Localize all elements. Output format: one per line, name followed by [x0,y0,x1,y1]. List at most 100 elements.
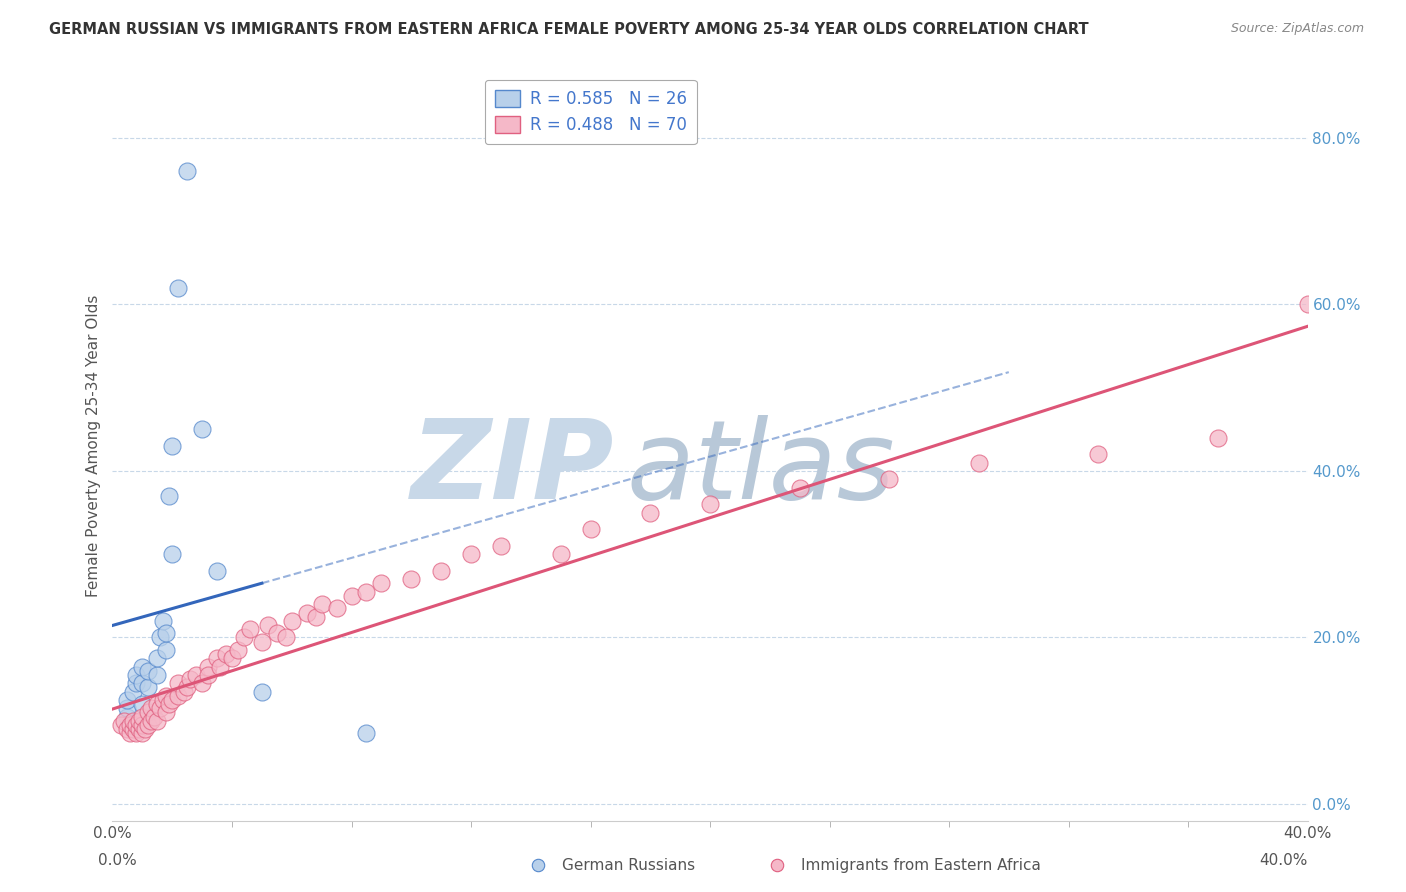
Point [579,522,602,536]
Point [155,643,177,657]
Point [489,539,512,553]
Point [1296,297,1319,311]
Point [295,606,318,620]
Point [162,547,183,561]
Point [215,647,238,661]
Point [131,718,153,732]
Point [131,697,153,711]
Point [311,597,333,611]
Point [274,631,297,645]
Point [138,681,160,695]
Point [205,651,228,665]
Point [117,693,139,707]
Point [1206,431,1229,445]
Text: German Russians: German Russians [562,858,696,872]
Point [967,456,990,470]
Point [141,701,163,715]
Point [162,439,183,453]
Point [146,651,169,665]
Point [356,584,378,599]
Point [125,676,148,690]
Point [879,472,901,486]
Point [789,481,811,495]
Point [460,547,482,561]
Text: GERMAN RUSSIAN VS IMMIGRANTS FROM EASTERN AFRICA FEMALE POVERTY AMONG 25-34 YEAR: GERMAN RUSSIAN VS IMMIGRANTS FROM EASTER… [49,22,1088,37]
Point [122,722,145,736]
Text: Immigrants from Eastern Africa: Immigrants from Eastern Africa [801,858,1042,872]
Point [131,726,153,740]
Point [250,684,273,698]
Point [122,714,145,728]
Point [179,672,201,686]
Point [209,659,232,673]
Point [114,714,135,728]
Point [205,564,228,578]
Point [221,651,243,665]
Point [155,706,177,720]
Point [430,564,453,578]
Point [699,497,721,511]
Point [186,668,208,682]
Point [134,722,156,736]
Point [155,626,177,640]
Point [117,701,139,715]
Point [167,676,190,690]
Point [162,693,183,707]
Point [138,706,160,720]
Point [305,609,328,624]
Text: ZIP: ZIP [411,415,614,522]
Text: 40.0%: 40.0% [1260,854,1308,868]
Point [191,676,214,690]
Point [167,689,190,703]
Point [356,726,378,740]
Legend: R = 0.585   N = 26, R = 0.488   N = 70: R = 0.585 N = 26, R = 0.488 N = 70 [485,79,696,145]
Point [146,714,169,728]
Point [141,714,163,728]
Point [120,726,142,740]
Point [239,622,262,636]
Point [138,718,160,732]
Text: atlas: atlas [627,415,896,522]
Point [1087,447,1109,461]
Point [226,643,249,657]
Point [281,614,304,628]
Point [197,668,219,682]
Point [138,664,160,678]
Point [191,422,214,436]
Point [125,726,148,740]
Point [157,489,180,503]
Point [176,681,198,695]
Point [527,858,550,872]
Point [325,601,347,615]
Point [176,164,198,178]
Point [550,547,572,561]
Point [155,689,177,703]
Point [122,684,145,698]
Point [131,676,153,690]
Point [117,722,139,736]
Point [640,506,662,520]
Point [257,618,280,632]
Text: Source: ZipAtlas.com: Source: ZipAtlas.com [1230,22,1364,36]
Point [152,614,174,628]
Point [340,589,363,603]
Text: 0.0%: 0.0% [98,854,138,868]
Point [146,668,169,682]
Point [120,718,142,732]
Point [197,659,219,673]
Point [128,722,150,736]
Point [117,709,139,723]
Point [125,668,148,682]
Point [125,718,148,732]
Point [149,631,172,645]
Point [146,697,169,711]
Point [131,659,153,673]
Point [250,634,273,648]
Point [370,576,392,591]
Point [233,631,256,645]
Point [143,709,166,723]
Point [157,697,180,711]
Y-axis label: Female Poverty Among 25-34 Year Olds: Female Poverty Among 25-34 Year Olds [86,295,101,597]
Point [266,626,288,640]
Point [128,714,150,728]
